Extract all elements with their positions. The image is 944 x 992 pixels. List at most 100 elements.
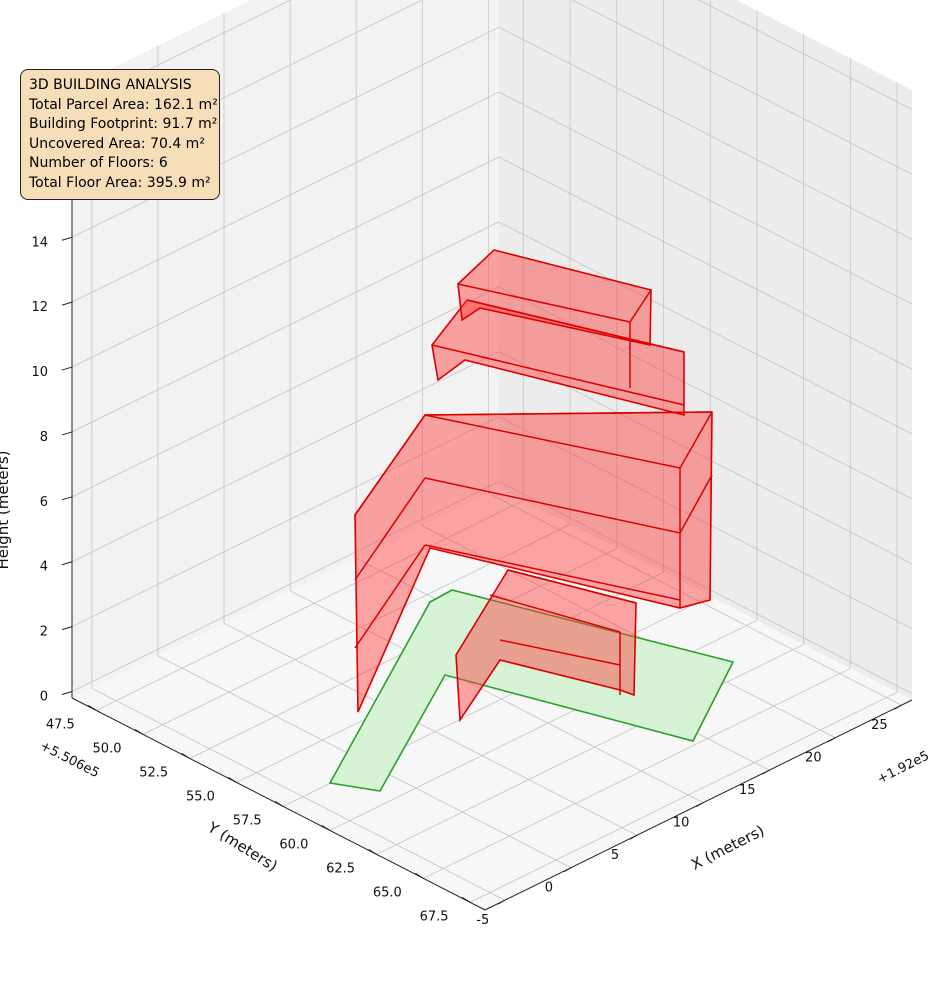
z-grid-right xyxy=(498,416,913,630)
info-parcel-area: Total Parcel Area: 162.1 m² xyxy=(29,96,218,113)
z-tick-mark xyxy=(61,561,73,566)
y-grid-floor xyxy=(376,643,804,855)
building-edge xyxy=(424,411,713,416)
building-edge xyxy=(354,414,426,516)
z-grid-right xyxy=(498,481,913,694)
x-grid-floor xyxy=(289,590,704,804)
x-tick-mark xyxy=(563,867,572,873)
parcel-platform xyxy=(328,589,735,792)
z-grid-right xyxy=(498,351,913,565)
building-edge xyxy=(679,411,713,469)
z-grid-left xyxy=(71,416,500,628)
y-tick-label: 47.5 xyxy=(46,717,75,732)
z-tick-label: 0 xyxy=(40,690,48,705)
z-tick-mark xyxy=(61,301,73,306)
y-tick-mark xyxy=(181,753,190,759)
x-tick-mark xyxy=(828,737,836,743)
x-tick-label: 5 xyxy=(611,848,619,863)
x-tick-mark xyxy=(894,704,902,710)
y-tick-mark xyxy=(88,705,97,711)
z-grid-left xyxy=(71,351,500,563)
y-tick-mark xyxy=(461,896,471,903)
z-tick-label: 2 xyxy=(40,625,48,640)
z-tick-label: 8 xyxy=(40,430,48,445)
floor-pane xyxy=(72,488,912,910)
x-tick-mark xyxy=(761,769,770,775)
y-tick-label: 67.5 xyxy=(420,909,449,924)
building-edge xyxy=(679,474,713,534)
y-grid-floor xyxy=(96,500,524,711)
building-edge xyxy=(354,477,426,581)
x-tick-label: -5 xyxy=(476,913,489,928)
z-tick-label: 12 xyxy=(31,300,48,315)
z-tick-mark xyxy=(61,431,73,436)
y-tick-mark xyxy=(415,872,424,879)
x-tick-mark xyxy=(629,834,638,840)
y-tick-label: 52.5 xyxy=(139,765,168,780)
z-tick-mark xyxy=(61,626,73,631)
x-tick-label: 15 xyxy=(739,783,756,798)
z-grid-left xyxy=(71,481,500,692)
y-tick-mark xyxy=(134,729,144,735)
building-edge xyxy=(499,639,621,666)
building-edge xyxy=(354,544,426,649)
z-grid-left xyxy=(71,156,500,368)
building-edge xyxy=(431,344,685,406)
z-grid-left xyxy=(71,26,500,238)
z-grid-right xyxy=(697,0,913,110)
back-pane-right xyxy=(499,0,912,700)
y-grid-floor xyxy=(236,572,664,783)
x-axis-label: X (meters) xyxy=(688,821,767,873)
x-tick-label: 10 xyxy=(673,816,690,831)
z-tick-mark xyxy=(61,691,73,695)
z-grid-right xyxy=(498,286,913,500)
z-grid-right xyxy=(498,221,913,435)
z-tick-label: 6 xyxy=(40,495,48,510)
building-edge xyxy=(424,477,681,534)
y-tick-label: 65.0 xyxy=(373,885,402,900)
z-tick-mark xyxy=(61,496,73,501)
y-tick-label: 60.0 xyxy=(279,837,308,852)
x-tick-mark xyxy=(497,899,506,905)
x-grid-floor xyxy=(223,622,638,836)
x-tick-mark xyxy=(695,802,704,808)
x-offset-label: +1.92e5 xyxy=(875,748,932,787)
info-uncovered-area: Uncovered Area: 70.4 m² xyxy=(29,135,205,152)
analysis-info-box: 3D BUILDING ANALYSIS Total Parcel Area: … xyxy=(20,69,220,200)
y-grid-floor xyxy=(423,667,851,879)
y-tick-label: 50.0 xyxy=(93,741,122,756)
x-tick-label: 20 xyxy=(805,751,822,766)
y-tick-label: 57.5 xyxy=(233,813,262,828)
y-tick-mark xyxy=(228,776,237,783)
z-tick-label: 14 xyxy=(31,235,48,250)
x-grid-floor xyxy=(488,492,902,706)
z-grid-left xyxy=(71,221,500,433)
y-tick-mark xyxy=(321,824,331,831)
z-tick-mark xyxy=(61,366,73,371)
info-building-footprint: Building Footprint: 91.7 m² xyxy=(29,116,218,132)
building-edge xyxy=(424,414,681,469)
building-edge xyxy=(424,544,681,601)
building-volume-3 xyxy=(457,249,652,346)
y-tick-mark xyxy=(274,800,284,807)
x-grid-floor xyxy=(91,687,506,901)
z-grid-right xyxy=(498,26,913,240)
z-tick-label: 4 xyxy=(40,560,48,575)
z-grid-left xyxy=(71,286,500,498)
z-grid-right xyxy=(571,0,913,175)
info-total-floor-area: Total Floor Area: 395.9 m² xyxy=(29,174,211,191)
building-edge xyxy=(466,299,685,353)
z-tick-label: 10 xyxy=(31,365,48,380)
x-tick-label: 25 xyxy=(871,718,888,733)
building-edge xyxy=(507,569,637,604)
z-grid-right xyxy=(498,91,913,305)
z-axis-label: Height (meters) xyxy=(0,451,12,570)
x-tick-label: 0 xyxy=(545,881,553,896)
y-tick-label: 55.0 xyxy=(186,789,215,804)
z-grid-right xyxy=(498,156,913,370)
z-tick-mark xyxy=(61,236,73,241)
y-tick-label: 62.5 xyxy=(326,861,355,876)
z-grid-left xyxy=(71,91,500,303)
building-edge xyxy=(457,283,631,323)
